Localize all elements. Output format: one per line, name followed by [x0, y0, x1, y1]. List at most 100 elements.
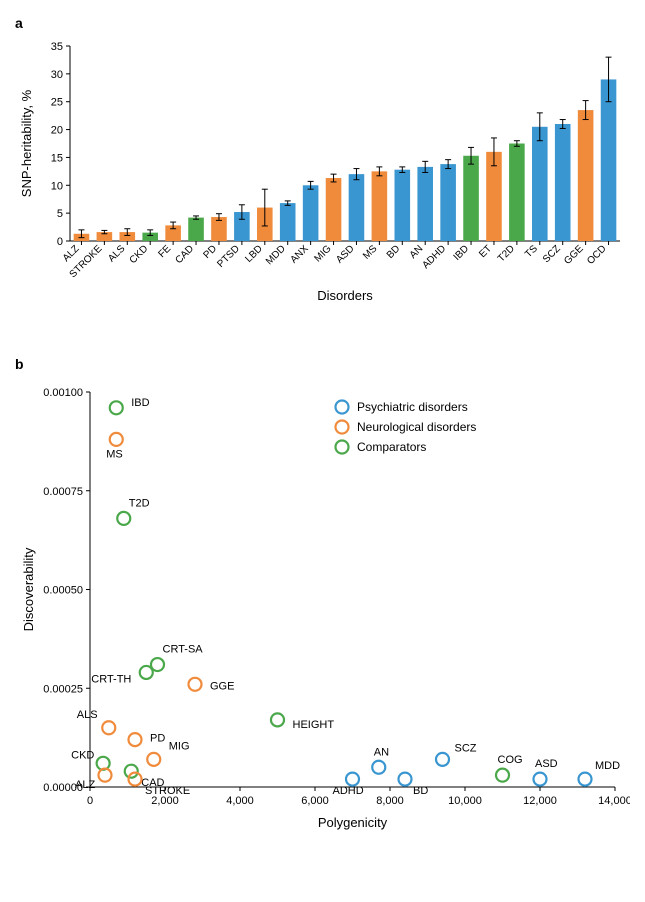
point-label: MDD [595, 760, 620, 772]
scatter-point [346, 773, 359, 786]
point-label: MS [106, 448, 123, 460]
scatter-point [579, 773, 592, 786]
svg-text:Discoverability: Discoverability [21, 547, 36, 631]
svg-text:35: 35 [51, 41, 63, 53]
legend-marker [336, 401, 349, 414]
point-label: GGE [210, 680, 234, 692]
legend-label: Neurological disorders [357, 420, 476, 434]
category-label: ASD [334, 243, 356, 265]
category-label: AN [408, 243, 426, 261]
bar [440, 164, 456, 241]
svg-text:10,000: 10,000 [448, 795, 482, 807]
legend-marker [336, 441, 349, 454]
svg-text:6,000: 6,000 [301, 795, 329, 807]
svg-text:10: 10 [51, 180, 63, 192]
point-label: PD [150, 733, 165, 745]
scatter-point [436, 753, 449, 766]
bar-chart-container: 05101520253035SNP-heritability, %Disorde… [15, 36, 630, 306]
scatter-point [372, 761, 385, 774]
scatter-point [140, 666, 153, 679]
legend-label: Psychiatric disorders [357, 400, 468, 414]
svg-text:8,000: 8,000 [376, 795, 404, 807]
scatter-point [534, 773, 547, 786]
svg-text:14,000: 14,000 [598, 795, 630, 807]
bar [326, 178, 342, 241]
legend-marker [336, 421, 349, 434]
category-label: MIG [313, 243, 334, 264]
category-label: BD [385, 243, 403, 261]
svg-text:25: 25 [51, 97, 63, 109]
bar [395, 170, 411, 241]
scatter-point [117, 512, 130, 525]
category-label: MDD [264, 243, 288, 267]
svg-text:4,000: 4,000 [226, 795, 254, 807]
scatter-point [110, 401, 123, 414]
panel-a-label: a [15, 15, 630, 31]
point-label: IBD [131, 397, 149, 409]
panel-b-label: b [15, 356, 630, 372]
category-label: ADHD [420, 243, 448, 271]
category-label: PTSD [215, 243, 242, 270]
svg-text:30: 30 [51, 69, 63, 81]
category-label: LBD [243, 243, 265, 265]
category-label: SCZ [541, 243, 563, 265]
scatter-point [399, 773, 412, 786]
point-label: SCZ [455, 742, 477, 754]
svg-text:Disorders: Disorders [317, 288, 373, 303]
scatter-point [271, 713, 284, 726]
point-label: ALZ [75, 779, 95, 791]
bar [349, 174, 365, 241]
scatter-chart: 0.000000.000250.000500.000750.0010002,00… [15, 377, 630, 837]
category-label: GGE [562, 243, 586, 267]
svg-text:0.00075: 0.00075 [43, 486, 83, 498]
scatter-point [125, 765, 138, 778]
svg-text:0: 0 [87, 795, 93, 807]
point-label: STROKE [145, 785, 190, 797]
svg-text:0.00050: 0.00050 [43, 585, 83, 597]
bar [417, 167, 433, 241]
scatter-point [129, 773, 142, 786]
svg-text:20: 20 [51, 125, 63, 137]
bar [280, 203, 296, 241]
svg-text:5: 5 [57, 208, 63, 220]
bar [372, 171, 388, 241]
scatter-point [189, 678, 202, 691]
svg-text:0.00100: 0.00100 [43, 387, 83, 399]
bar [303, 185, 319, 241]
scatter-point [496, 769, 509, 782]
bar [555, 124, 571, 241]
svg-text:12,000: 12,000 [523, 795, 557, 807]
category-label: CKD [128, 243, 151, 266]
scatter-point [147, 753, 160, 766]
svg-text:Polygenicity: Polygenicity [318, 815, 388, 830]
point-label: ASD [535, 758, 558, 770]
category-label: ANX [288, 243, 311, 266]
legend-label: Comparators [357, 440, 426, 454]
bar [463, 156, 479, 241]
category-label: PD [201, 243, 219, 261]
category-label: IBD [452, 243, 472, 263]
category-label: T2D [496, 243, 517, 264]
bar [601, 79, 617, 241]
point-label: AN [374, 746, 389, 758]
category-label: TS [523, 243, 540, 260]
category-label: MS [361, 243, 380, 262]
point-label: COG [498, 754, 523, 766]
point-label: T2D [129, 497, 150, 509]
bar [509, 144, 525, 242]
bar [532, 127, 548, 241]
scatter-point [129, 733, 142, 746]
category-label: OCD [585, 243, 609, 267]
scatter-point [110, 433, 123, 446]
category-label: FE [156, 243, 173, 260]
bar [188, 218, 204, 241]
point-label: CRT-SA [163, 644, 204, 656]
svg-text:15: 15 [51, 152, 63, 164]
point-label: MIG [169, 740, 190, 752]
point-label: BD [413, 785, 428, 797]
point-label: HEIGHT [293, 719, 335, 731]
scatter-point [102, 721, 115, 734]
category-label: CAD [173, 243, 196, 266]
point-label: ALS [77, 709, 98, 721]
scatter-chart-container: 0.000000.000250.000500.000750.0010002,00… [15, 377, 630, 837]
